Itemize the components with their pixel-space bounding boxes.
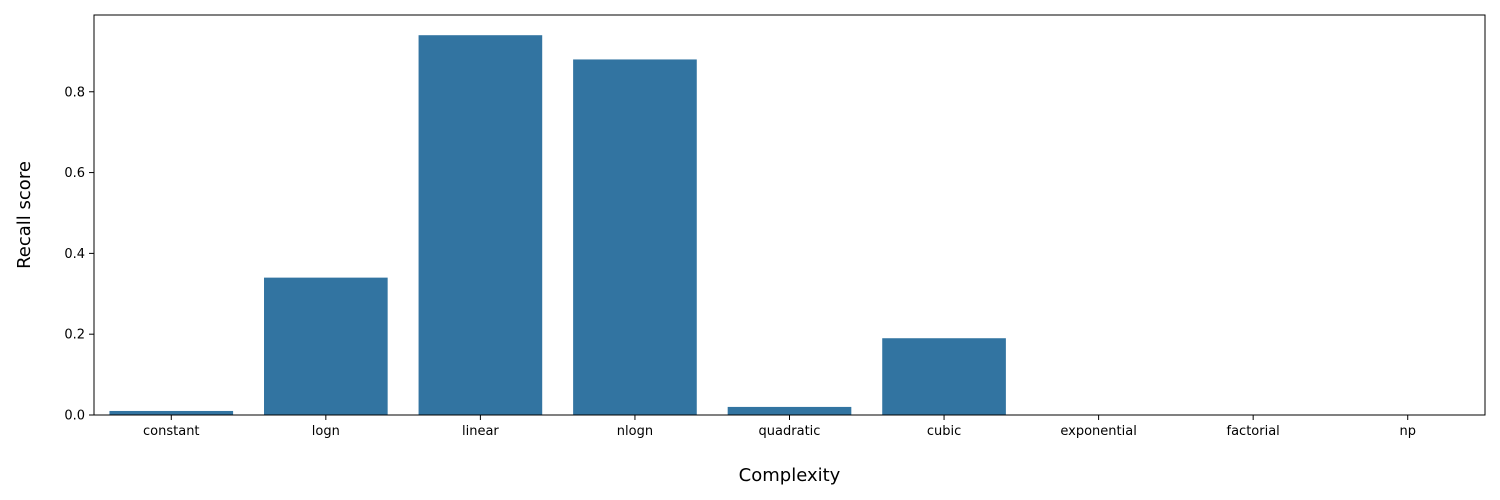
bar-constant — [109, 410, 234, 415]
x-axis-label: Complexity — [739, 465, 841, 486]
bar-linear — [418, 35, 543, 415]
y-tick-label: 0.4 — [64, 247, 85, 262]
y-tick-label: 0.8 — [64, 85, 85, 100]
y-axis-label: Recall score — [14, 161, 35, 269]
x-tick-label: factorial — [1227, 424, 1280, 439]
bars-group — [109, 35, 1006, 415]
x-tick-label: constant — [143, 424, 200, 439]
y-axis-ticks: 0.0 0.2 0.4 0.6 0.8 — [64, 85, 94, 424]
y-tick-label: 0.0 — [64, 409, 85, 424]
bar-quadratic — [727, 406, 852, 415]
y-tick-label: 0.2 — [64, 328, 85, 343]
plot-frame — [93, 14, 1486, 416]
x-tick-label: np — [1399, 424, 1416, 439]
x-tick-label: logn — [312, 424, 340, 439]
x-axis-ticks: constant logn linear nlogn quadratic cubic exp… — [143, 415, 1416, 439]
bar-cubic — [882, 338, 1006, 415]
x-tick-label: nlogn — [617, 424, 653, 439]
x-tick-label: linear — [462, 424, 499, 439]
bar-nlogn — [573, 59, 697, 415]
x-tick-label: quadratic — [759, 424, 821, 439]
x-tick-label: cubic — [927, 424, 961, 439]
bar-logn — [264, 277, 388, 415]
x-tick-label: exponential — [1060, 424, 1136, 439]
y-tick-label: 0.6 — [64, 166, 85, 181]
